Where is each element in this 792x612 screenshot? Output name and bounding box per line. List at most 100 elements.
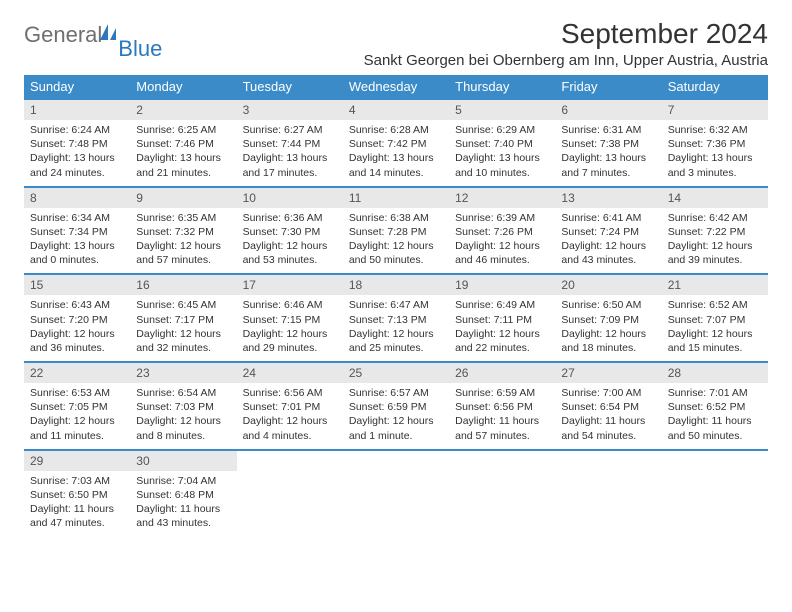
day-number: 21 xyxy=(662,275,768,295)
calendar-page: General Blue September 2024 Sankt George… xyxy=(0,0,792,554)
day-cell: 28Sunrise: 7:01 AMSunset: 6:52 PMDayligh… xyxy=(662,362,768,450)
empty-day-cell xyxy=(662,450,768,537)
day-number: 2 xyxy=(130,100,236,120)
day-cell: 24Sunrise: 6:56 AMSunset: 7:01 PMDayligh… xyxy=(237,362,343,450)
day-details: Sunrise: 6:42 AMSunset: 7:22 PMDaylight:… xyxy=(662,208,768,274)
day-details: Sunrise: 6:52 AMSunset: 7:07 PMDaylight:… xyxy=(662,295,768,361)
day-number: 5 xyxy=(449,100,555,120)
day-number: 30 xyxy=(130,451,236,471)
day-details: Sunrise: 6:34 AMSunset: 7:34 PMDaylight:… xyxy=(24,208,130,274)
day-details: Sunrise: 6:27 AMSunset: 7:44 PMDaylight:… xyxy=(237,120,343,186)
header: General Blue September 2024 Sankt George… xyxy=(24,18,768,69)
location-text: Sankt Georgen bei Obernberg am Inn, Uppe… xyxy=(364,52,768,69)
day-cell: 19Sunrise: 6:49 AMSunset: 7:11 PMDayligh… xyxy=(449,274,555,362)
day-details: Sunrise: 7:01 AMSunset: 6:52 PMDaylight:… xyxy=(662,383,768,449)
day-number: 4 xyxy=(343,100,449,120)
day-details: Sunrise: 6:41 AMSunset: 7:24 PMDaylight:… xyxy=(555,208,661,274)
day-number: 1 xyxy=(24,100,130,120)
day-number: 6 xyxy=(555,100,661,120)
weekday-header-row: Sunday Monday Tuesday Wednesday Thursday… xyxy=(24,75,768,99)
day-details: Sunrise: 6:31 AMSunset: 7:38 PMDaylight:… xyxy=(555,120,661,186)
day-cell: 3Sunrise: 6:27 AMSunset: 7:44 PMDaylight… xyxy=(237,99,343,187)
day-details: Sunrise: 7:04 AMSunset: 6:48 PMDaylight:… xyxy=(130,471,236,537)
weekday-header: Thursday xyxy=(449,75,555,99)
day-details: Sunrise: 6:57 AMSunset: 6:59 PMDaylight:… xyxy=(343,383,449,449)
day-details: Sunrise: 6:25 AMSunset: 7:46 PMDaylight:… xyxy=(130,120,236,186)
day-number: 28 xyxy=(662,363,768,383)
day-cell: 26Sunrise: 6:59 AMSunset: 6:56 PMDayligh… xyxy=(449,362,555,450)
day-cell: 23Sunrise: 6:54 AMSunset: 7:03 PMDayligh… xyxy=(130,362,236,450)
day-cell: 12Sunrise: 6:39 AMSunset: 7:26 PMDayligh… xyxy=(449,187,555,275)
day-cell: 13Sunrise: 6:41 AMSunset: 7:24 PMDayligh… xyxy=(555,187,661,275)
day-details: Sunrise: 6:53 AMSunset: 7:05 PMDaylight:… xyxy=(24,383,130,449)
day-number: 17 xyxy=(237,275,343,295)
day-cell: 15Sunrise: 6:43 AMSunset: 7:20 PMDayligh… xyxy=(24,274,130,362)
day-details: Sunrise: 6:56 AMSunset: 7:01 PMDaylight:… xyxy=(237,383,343,449)
day-cell: 9Sunrise: 6:35 AMSunset: 7:32 PMDaylight… xyxy=(130,187,236,275)
weekday-header: Tuesday xyxy=(237,75,343,99)
day-details: Sunrise: 7:03 AMSunset: 6:50 PMDaylight:… xyxy=(24,471,130,537)
day-number: 27 xyxy=(555,363,661,383)
day-cell: 21Sunrise: 6:52 AMSunset: 7:07 PMDayligh… xyxy=(662,274,768,362)
weekday-header: Sunday xyxy=(24,75,130,99)
day-cell: 4Sunrise: 6:28 AMSunset: 7:42 PMDaylight… xyxy=(343,99,449,187)
calendar-week-row: 29Sunrise: 7:03 AMSunset: 6:50 PMDayligh… xyxy=(24,450,768,537)
day-cell: 27Sunrise: 7:00 AMSunset: 6:54 PMDayligh… xyxy=(555,362,661,450)
day-cell: 11Sunrise: 6:38 AMSunset: 7:28 PMDayligh… xyxy=(343,187,449,275)
day-details: Sunrise: 6:46 AMSunset: 7:15 PMDaylight:… xyxy=(237,295,343,361)
empty-day-cell xyxy=(237,450,343,537)
day-cell: 16Sunrise: 6:45 AMSunset: 7:17 PMDayligh… xyxy=(130,274,236,362)
day-cell: 6Sunrise: 6:31 AMSunset: 7:38 PMDaylight… xyxy=(555,99,661,187)
calendar-week-row: 15Sunrise: 6:43 AMSunset: 7:20 PMDayligh… xyxy=(24,274,768,362)
month-title: September 2024 xyxy=(364,18,768,50)
day-details: Sunrise: 6:24 AMSunset: 7:48 PMDaylight:… xyxy=(24,120,130,186)
day-details: Sunrise: 6:32 AMSunset: 7:36 PMDaylight:… xyxy=(662,120,768,186)
day-number: 19 xyxy=(449,275,555,295)
calendar-body: 1Sunrise: 6:24 AMSunset: 7:48 PMDaylight… xyxy=(24,99,768,536)
day-number: 9 xyxy=(130,188,236,208)
day-cell: 22Sunrise: 6:53 AMSunset: 7:05 PMDayligh… xyxy=(24,362,130,450)
day-cell: 7Sunrise: 6:32 AMSunset: 7:36 PMDaylight… xyxy=(662,99,768,187)
calendar-week-row: 22Sunrise: 6:53 AMSunset: 7:05 PMDayligh… xyxy=(24,362,768,450)
calendar-week-row: 8Sunrise: 6:34 AMSunset: 7:34 PMDaylight… xyxy=(24,187,768,275)
title-block: September 2024 Sankt Georgen bei Obernbe… xyxy=(364,18,768,69)
logo-text-blue: Blue xyxy=(118,36,162,62)
day-cell: 14Sunrise: 6:42 AMSunset: 7:22 PMDayligh… xyxy=(662,187,768,275)
day-cell: 18Sunrise: 6:47 AMSunset: 7:13 PMDayligh… xyxy=(343,274,449,362)
day-number: 23 xyxy=(130,363,236,383)
day-details: Sunrise: 6:39 AMSunset: 7:26 PMDaylight:… xyxy=(449,208,555,274)
day-details: Sunrise: 6:29 AMSunset: 7:40 PMDaylight:… xyxy=(449,120,555,186)
empty-day-cell xyxy=(343,450,449,537)
calendar-table: Sunday Monday Tuesday Wednesday Thursday… xyxy=(24,75,768,536)
day-details: Sunrise: 6:50 AMSunset: 7:09 PMDaylight:… xyxy=(555,295,661,361)
day-cell: 17Sunrise: 6:46 AMSunset: 7:15 PMDayligh… xyxy=(237,274,343,362)
weekday-header: Wednesday xyxy=(343,75,449,99)
day-details: Sunrise: 6:35 AMSunset: 7:32 PMDaylight:… xyxy=(130,208,236,274)
day-number: 14 xyxy=(662,188,768,208)
day-number: 8 xyxy=(24,188,130,208)
day-number: 11 xyxy=(343,188,449,208)
day-cell: 10Sunrise: 6:36 AMSunset: 7:30 PMDayligh… xyxy=(237,187,343,275)
day-cell: 8Sunrise: 6:34 AMSunset: 7:34 PMDaylight… xyxy=(24,187,130,275)
day-details: Sunrise: 7:00 AMSunset: 6:54 PMDaylight:… xyxy=(555,383,661,449)
day-details: Sunrise: 6:43 AMSunset: 7:20 PMDaylight:… xyxy=(24,295,130,361)
day-number: 16 xyxy=(130,275,236,295)
day-number: 25 xyxy=(343,363,449,383)
day-cell: 20Sunrise: 6:50 AMSunset: 7:09 PMDayligh… xyxy=(555,274,661,362)
day-cell: 5Sunrise: 6:29 AMSunset: 7:40 PMDaylight… xyxy=(449,99,555,187)
logo: General Blue xyxy=(24,18,168,48)
day-number: 29 xyxy=(24,451,130,471)
day-details: Sunrise: 6:28 AMSunset: 7:42 PMDaylight:… xyxy=(343,120,449,186)
day-details: Sunrise: 6:38 AMSunset: 7:28 PMDaylight:… xyxy=(343,208,449,274)
day-number: 15 xyxy=(24,275,130,295)
day-number: 12 xyxy=(449,188,555,208)
empty-day-cell xyxy=(449,450,555,537)
day-cell: 30Sunrise: 7:04 AMSunset: 6:48 PMDayligh… xyxy=(130,450,236,537)
logo-text-general: General xyxy=(24,22,102,48)
day-number: 10 xyxy=(237,188,343,208)
day-details: Sunrise: 6:59 AMSunset: 6:56 PMDaylight:… xyxy=(449,383,555,449)
day-number: 7 xyxy=(662,100,768,120)
day-number: 26 xyxy=(449,363,555,383)
calendar-week-row: 1Sunrise: 6:24 AMSunset: 7:48 PMDaylight… xyxy=(24,99,768,187)
day-number: 24 xyxy=(237,363,343,383)
